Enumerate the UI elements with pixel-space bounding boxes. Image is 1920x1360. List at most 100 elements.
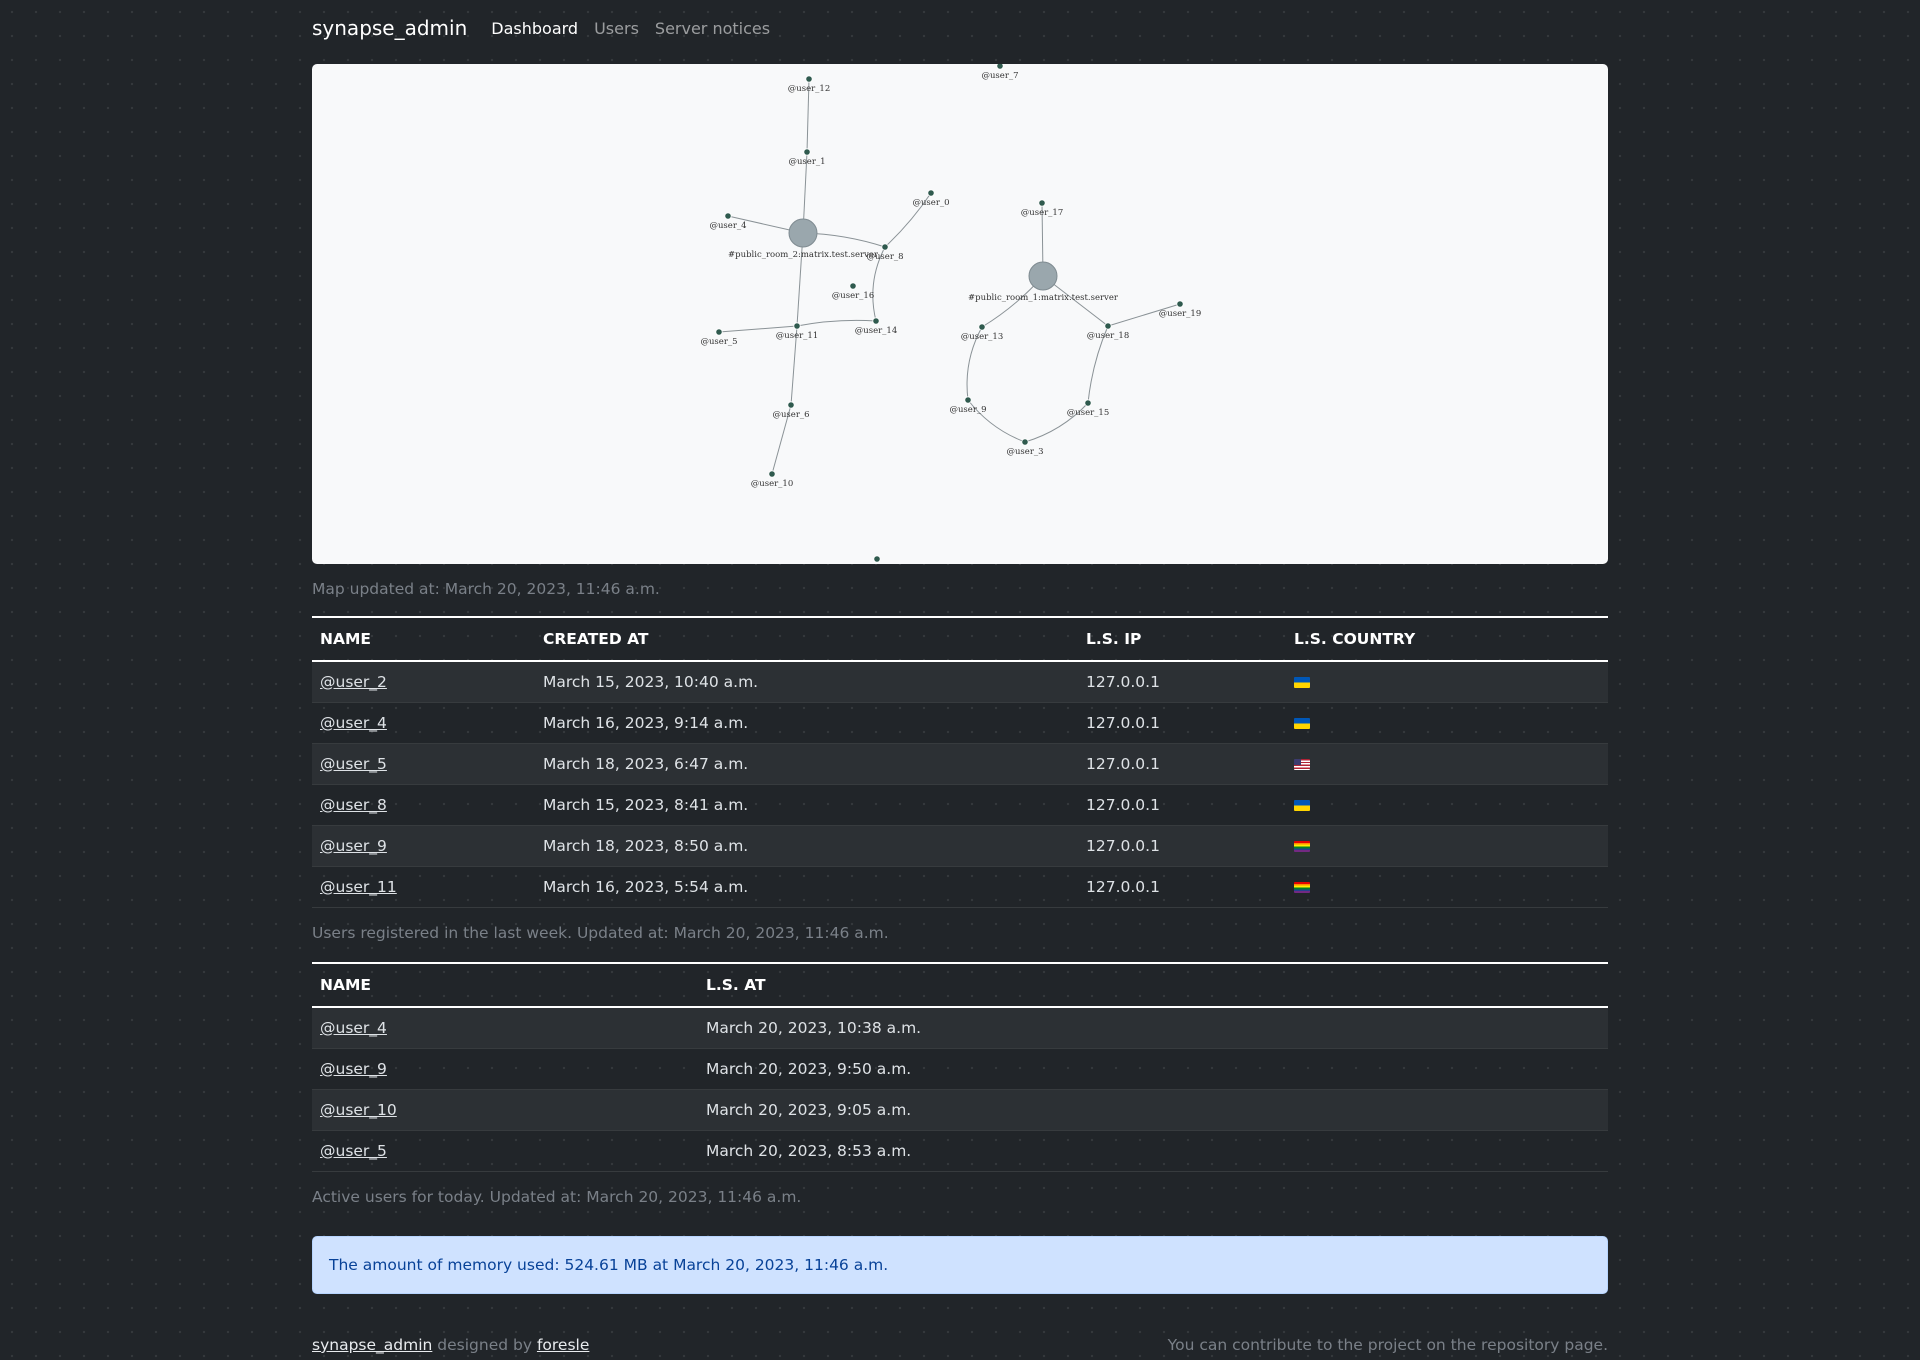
ukraine-flag-icon xyxy=(1294,800,1310,811)
user-link[interactable]: @user_5 xyxy=(320,1142,387,1160)
user-node[interactable] xyxy=(881,243,889,251)
user-link[interactable]: @user_8 xyxy=(320,796,387,814)
column-header-ls-ip: L.S. IP xyxy=(1078,616,1286,662)
user-node-label: @user_12 xyxy=(788,84,831,94)
registered-users-table: NAME CREATED AT L.S. IP L.S. COUNTRY @us… xyxy=(312,616,1608,908)
footer: synapse_admin designed by foresle You ca… xyxy=(312,1336,1608,1354)
user-node[interactable] xyxy=(1021,438,1029,446)
user-link[interactable]: @user_5 xyxy=(320,755,387,773)
memory-usage-text: The amount of memory used: 524.61 MB at … xyxy=(329,1256,889,1274)
user-node[interactable] xyxy=(1084,399,1092,407)
user-node[interactable] xyxy=(1104,322,1112,330)
created-at-cell: March 15, 2023, 10:40 a.m. xyxy=(535,661,1078,703)
graph-edge xyxy=(790,325,798,406)
user-link[interactable]: @user_2 xyxy=(320,673,387,691)
user-link[interactable]: @user_11 xyxy=(320,878,397,896)
graph-edge xyxy=(884,192,932,248)
ip-cell: 127.0.0.1 xyxy=(1078,702,1286,744)
user-node[interactable] xyxy=(996,64,1004,70)
user-node-label: @user_7 xyxy=(981,71,1018,81)
user-node-label: @user_0 xyxy=(912,198,949,208)
footer-contribute-text: You can contribute to the project on the… xyxy=(1167,1336,1608,1354)
footer-brand-link[interactable]: synapse_admin xyxy=(312,1336,433,1354)
graph-edge xyxy=(1087,325,1109,404)
graph-edge xyxy=(796,319,877,327)
graph-edge xyxy=(718,325,798,333)
graph-edge xyxy=(967,399,1026,443)
user-node[interactable] xyxy=(1038,199,1046,207)
table-row: @user_11 March 16, 2023, 5:54 a.m. 127.0… xyxy=(312,866,1608,908)
created-at-cell: March 18, 2023, 6:47 a.m. xyxy=(535,743,1078,785)
user-node-label: @user_1 xyxy=(788,157,825,167)
room-node-label: #public_room_2:matrix.test.server xyxy=(728,250,879,260)
user-node-label: @user_13 xyxy=(961,332,1004,342)
graph-edge xyxy=(1024,402,1089,443)
ip-cell: 127.0.0.1 xyxy=(1078,784,1286,826)
table-row: @user_9 March 20, 2023, 9:50 a.m. xyxy=(312,1048,1608,1090)
user-node[interactable] xyxy=(978,323,986,331)
last-seen-cell: March 20, 2023, 10:38 a.m. xyxy=(698,1007,1608,1049)
column-header-ls-country: L.S. COUNTRY xyxy=(1286,616,1608,662)
room-node[interactable] xyxy=(788,218,818,248)
nav-link-users[interactable]: Users xyxy=(594,18,639,38)
user-node-label: @user_6 xyxy=(772,410,809,420)
rainbow-flag-icon xyxy=(1294,882,1310,893)
user-node[interactable] xyxy=(803,148,811,156)
footer-designed-by: designed by xyxy=(432,1336,537,1354)
user-node[interactable] xyxy=(724,212,732,220)
user-node[interactable] xyxy=(964,396,972,404)
user-node-label: @user_3 xyxy=(1006,447,1043,457)
user-node[interactable] xyxy=(793,322,801,330)
user-node[interactable] xyxy=(872,317,880,325)
room-node[interactable] xyxy=(1028,261,1058,291)
ip-cell: 127.0.0.1 xyxy=(1078,743,1286,785)
registered-users-caption: Users registered in the last week. Updat… xyxy=(312,924,889,942)
footer-credits: synapse_admin designed by foresle xyxy=(312,1336,589,1354)
user-node-label: @user_5 xyxy=(700,337,737,347)
memory-usage-alert: The amount of memory used: 524.61 MB at … xyxy=(312,1236,1608,1294)
user-node[interactable] xyxy=(787,401,795,409)
table-row: @user_4 March 16, 2023, 9:14 a.m. 127.0.… xyxy=(312,702,1608,744)
user-node-label: @user_10 xyxy=(751,479,794,489)
table-row: @user_5 March 18, 2023, 6:47 a.m. 127.0.… xyxy=(312,743,1608,785)
ip-cell: 127.0.0.1 xyxy=(1078,661,1286,703)
table-row: @user_9 March 18, 2023, 8:50 a.m. 127.0.… xyxy=(312,825,1608,867)
nav-link-server-notices[interactable]: Server notices xyxy=(654,18,771,38)
graph-edge xyxy=(872,246,886,322)
rainbow-flag-icon xyxy=(1294,841,1310,852)
table-header-row: NAME CREATED AT L.S. IP L.S. COUNTRY xyxy=(312,616,1608,662)
user-node[interactable] xyxy=(849,282,857,290)
footer-author-link[interactable]: foresle xyxy=(536,1336,590,1354)
map-graph[interactable]: #public_room_2:matrix.test.server #public… xyxy=(312,64,1608,564)
created-at-cell: March 16, 2023, 9:14 a.m. xyxy=(535,702,1078,744)
active-users-table: NAME L.S. AT @user_4 March 20, 2023, 10:… xyxy=(312,962,1608,1172)
table-header-row: NAME L.S. AT xyxy=(312,962,1608,1008)
user-node[interactable] xyxy=(805,75,813,83)
user-node[interactable] xyxy=(873,555,881,563)
user-room-map[interactable]: #public_room_2:matrix.test.server #public… xyxy=(312,64,1608,564)
room-node-label: #public_room_1:matrix.test.server xyxy=(968,293,1119,303)
user-node[interactable] xyxy=(1176,300,1184,308)
table-row: @user_4 March 20, 2023, 10:38 a.m. xyxy=(312,1007,1608,1049)
ukraine-flag-icon xyxy=(1294,718,1310,729)
table-row: @user_8 March 15, 2023, 8:41 a.m. 127.0.… xyxy=(312,784,1608,826)
user-node-label: @user_17 xyxy=(1021,208,1064,218)
user-node[interactable] xyxy=(927,189,935,197)
graph-edge xyxy=(771,404,792,475)
column-header-ls-at: L.S. AT xyxy=(698,962,1608,1008)
nav-link-dashboard[interactable]: Dashboard xyxy=(491,18,579,38)
active-users-caption: Active users for today. Updated at: Marc… xyxy=(312,1188,802,1206)
user-link[interactable]: @user_9 xyxy=(320,1060,387,1078)
ip-cell: 127.0.0.1 xyxy=(1078,825,1286,867)
user-node[interactable] xyxy=(768,470,776,478)
user-link[interactable]: @user_4 xyxy=(320,714,387,732)
created-at-cell: March 18, 2023, 8:50 a.m. xyxy=(535,825,1078,867)
user-link[interactable]: @user_10 xyxy=(320,1101,397,1119)
table-row: @user_5 March 20, 2023, 8:53 a.m. xyxy=(312,1130,1608,1172)
user-link[interactable]: @user_9 xyxy=(320,837,387,855)
table-row: @user_2 March 15, 2023, 10:40 a.m. 127.0… xyxy=(312,661,1608,703)
navbar-brand[interactable]: synapse_admin xyxy=(312,16,468,40)
created-at-cell: March 16, 2023, 5:54 a.m. xyxy=(535,866,1078,908)
user-link[interactable]: @user_4 xyxy=(320,1019,387,1037)
user-node[interactable] xyxy=(715,328,723,336)
